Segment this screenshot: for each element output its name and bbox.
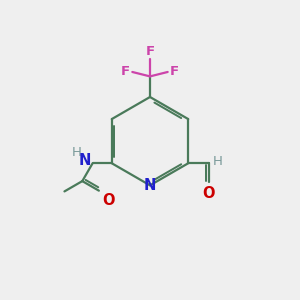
Text: N: N [144,178,156,193]
Text: O: O [202,186,215,201]
Text: H: H [71,146,81,159]
Text: F: F [146,45,154,58]
Text: F: F [170,65,179,79]
Text: H: H [212,155,222,168]
Text: O: O [102,193,114,208]
Text: N: N [79,153,91,168]
Text: F: F [121,65,130,79]
